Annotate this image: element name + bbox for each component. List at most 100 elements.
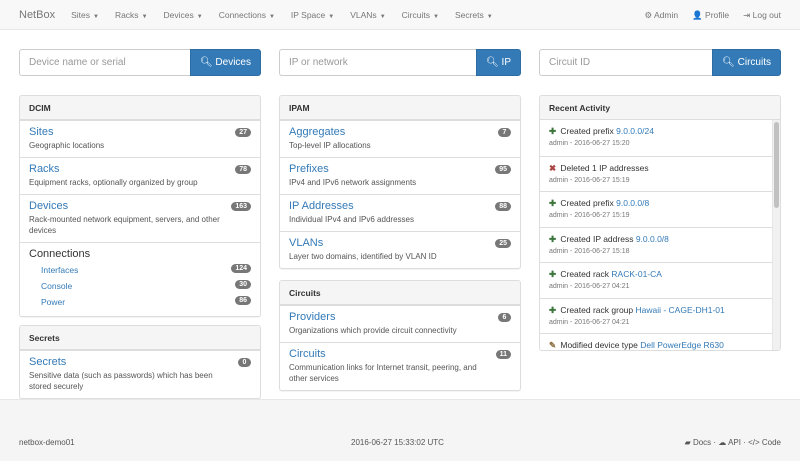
devices-search-input[interactable] [19, 49, 190, 76]
activity-item: ✚ Created prefix 9.0.0.0/24 admin - 2016-… [540, 120, 780, 156]
panel-title: DCIM [20, 96, 260, 120]
caret-down-icon: ▼ [432, 13, 439, 20]
caret-down-icon: ▼ [328, 13, 335, 20]
link-label: Docs [692, 438, 712, 447]
brand-logo[interactable]: NetBox [19, 8, 56, 21]
item-link[interactable]: VLANs [289, 237, 324, 249]
code-icon: </> [748, 438, 762, 447]
panel-title: Secrets [20, 326, 260, 350]
activity-link[interactable]: Dell PowerEdge R630 [640, 340, 724, 350]
button-label: Devices [215, 57, 251, 68]
search-devices-button[interactable]: 🔍︎ Devices [189, 49, 261, 76]
caret-down-icon: ▼ [486, 13, 493, 20]
activity-link[interactable]: 9.0.0.0/8 [616, 198, 650, 208]
count-badge: 7 [498, 128, 511, 137]
caret-down-icon: ▼ [92, 13, 99, 20]
count-badge: 11 [495, 350, 511, 359]
item-description: Layer two domains, identified by VLAN ID [289, 252, 437, 261]
menu-label: Connections [218, 9, 266, 20]
panel-title: Circuits [280, 281, 520, 305]
item-link[interactable]: Devices [29, 200, 69, 212]
item-description: IPv4 and IPv6 network assignments [289, 178, 417, 187]
nav-menu-racks[interactable]: Racks ▼ [115, 10, 148, 20]
item-link[interactable]: Circuits [289, 348, 326, 360]
plus-icon: ✚ [549, 269, 557, 279]
ipam-panel: IPAM Aggregates Top-level IP allocations 7 P… [279, 95, 521, 269]
caret-down-icon: ▼ [268, 13, 275, 20]
circuits-search-input[interactable] [539, 49, 713, 76]
item-link[interactable]: Power [41, 297, 66, 307]
activity-link[interactable]: Hawaii - CAGE-DH1-01 [635, 304, 725, 315]
count-badge: 25 [495, 239, 511, 248]
activity-item: ✚ Created prefix 9.0.0.0/8 admin - 2016-0… [540, 191, 780, 227]
separator: · [711, 438, 719, 447]
gear-icon: ⚙ [644, 9, 654, 20]
search-icon: 🔍︎ [486, 57, 502, 68]
list-item-secrets: Secrets Sensitive data (such as passwords… [20, 350, 260, 398]
nav-menu-circuits[interactable]: Circuits ▼ [402, 10, 439, 20]
item-link[interactable]: Sites [29, 126, 54, 138]
activity-link[interactable]: 9.0.0.0/8 [635, 233, 669, 244]
activity-list: ✚ Created prefix 9.0.0.0/24 admin - 2016-… [540, 120, 780, 350]
item-link[interactable]: IP Addresses [289, 200, 354, 212]
activity-meta: admin - 2016-06-27 15:20 [549, 140, 630, 147]
secrets-panel: Secrets Secrets Sensitive data (such as pa… [19, 325, 261, 399]
activity-action: Created rack group [558, 304, 636, 315]
search-icon: 🔍︎ [199, 57, 216, 68]
item-link[interactable]: Prefixes [289, 163, 329, 175]
search-circuits-button[interactable]: 🔍︎ Circuits [712, 49, 781, 76]
activity-action: Created IP address [558, 233, 636, 244]
link-label: Code [761, 438, 781, 447]
item-description: Rack-mounted network equipment, servers,… [29, 215, 220, 235]
activity-meta: admin - 2016-06-27 15:19 [549, 176, 630, 184]
nav-menu-secrets[interactable]: Secrets ▼ [455, 10, 493, 20]
item-description: Organizations which provide circuit conn… [289, 326, 457, 335]
activity-line: ✚ Created IP address 9.0.0.0/8 [549, 234, 771, 245]
nav-admin[interactable]: ⚙ Admin [644, 10, 678, 21]
cloud-icon: ☁ [718, 438, 729, 447]
nav-menu-devices[interactable]: Devices ▼ [164, 10, 203, 20]
panel-title: Recent Activity [540, 96, 780, 120]
nav-menu-vlans[interactable]: VLANs ▼ [350, 10, 385, 20]
recent-activity-panel: Recent Activity ✚ Created prefix 9.0.0.0… [539, 95, 781, 351]
activity-link[interactable]: 9.0.0.0/24 [616, 126, 654, 136]
separator: · [740, 438, 749, 447]
search-icon: 🔍︎ [722, 57, 738, 68]
activity-link[interactable]: RACK-01-CA [611, 269, 662, 279]
search-ip-button[interactable]: 🔍︎ IP [476, 49, 521, 76]
item-link[interactable]: Console [41, 281, 73, 291]
nav-log-out[interactable]: ⇥ Log out [743, 10, 781, 21]
count-badge: 95 [495, 165, 511, 174]
footer-link-code[interactable]: </> Code [748, 438, 781, 447]
item-description: Communication links for Internet transit… [289, 363, 477, 383]
item-link[interactable]: Providers [289, 311, 336, 323]
item-link[interactable]: Secrets [29, 356, 67, 368]
activity-action: Created prefix [558, 198, 617, 208]
nav-menu-ip-space[interactable]: IP Space ▼ [291, 10, 334, 20]
item-description: Sensitive data (such as passwords) which… [29, 371, 213, 391]
search-devices: 🔍︎ Devices [19, 49, 261, 76]
count-badge: 163 [231, 202, 251, 211]
scrollbar-thumb[interactable] [774, 122, 779, 208]
caret-down-icon: ▼ [196, 13, 203, 20]
nav-menu-connections[interactable]: Connections ▼ [219, 10, 275, 20]
count-badge: 27 [235, 128, 251, 137]
item-link[interactable]: Aggregates [289, 126, 346, 138]
footer-link-docs[interactable]: ▰ Docs [685, 438, 712, 447]
ip-search-input[interactable] [279, 49, 477, 76]
plus-icon: ✚ [549, 126, 557, 136]
count-badge: 30 [235, 280, 251, 289]
scrollbar[interactable] [772, 120, 780, 350]
list-item-providers: Providers Organizations which provide cir… [280, 305, 520, 342]
nav-label: Profile [705, 9, 730, 20]
footer-link-api[interactable]: ☁ API [718, 438, 741, 447]
list-item-ip-addresses: IP Addresses Individual IPv4 and IPv6 add… [280, 194, 520, 231]
item-link[interactable]: Interfaces [41, 265, 79, 275]
nav-profile[interactable]: 👤 Profile [692, 10, 729, 21]
plus-icon: ✚ [549, 304, 557, 315]
item-link[interactable]: Racks [29, 163, 60, 175]
list-item-sites: Sites Geographic locations 27 [20, 120, 260, 157]
button-label: Circuits [737, 57, 771, 68]
nav-menu-sites[interactable]: Sites ▼ [71, 10, 99, 20]
menu-label: Circuits [401, 9, 430, 20]
